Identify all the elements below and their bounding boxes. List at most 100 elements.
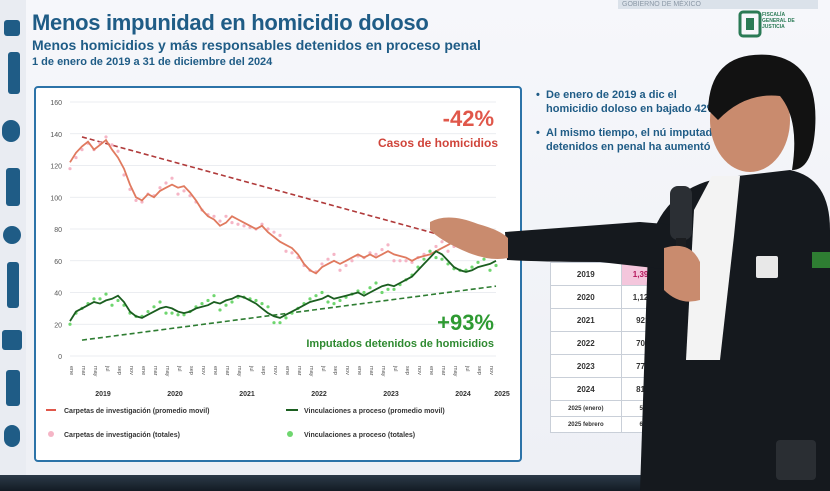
x-tick-label: ene (212, 366, 218, 375)
data-point (374, 252, 378, 256)
y-tick-label: 60 (54, 259, 62, 266)
data-point (170, 311, 174, 315)
data-point (290, 251, 294, 255)
data-point (278, 233, 282, 237)
data-point (332, 252, 336, 256)
data-point (68, 322, 72, 326)
x-tick-label: nov (200, 366, 206, 375)
yearly-table: 2019 1,396 2020 1,128 2021 921 2022 708 2023 779 2… (550, 262, 666, 433)
data-point (494, 263, 498, 268)
data-point (152, 305, 156, 309)
data-point (116, 298, 120, 303)
data-point (272, 230, 276, 234)
decorative-strip (0, 0, 26, 475)
decor-shape (7, 262, 19, 308)
data-point (254, 298, 258, 303)
data-point (488, 236, 492, 241)
x-year-label: 2020 (167, 391, 183, 398)
x-tick-label: ene (428, 366, 434, 375)
homicide-trend-line (81, 136, 443, 237)
data-point (140, 200, 144, 204)
data-point (380, 290, 384, 295)
table-cell-year: 2023 (550, 354, 622, 378)
x-year-label: 2019 (95, 391, 111, 398)
detained-series-line (69, 250, 497, 322)
data-point (176, 313, 180, 317)
x-tick-label: nov (488, 366, 494, 375)
data-point (146, 309, 150, 314)
table-cell-value: 1,128 (620, 285, 666, 309)
table-cell-value: 815 (620, 377, 666, 401)
legend-item: Vinculaciones a proceso (totales) (304, 432, 415, 439)
chart-card: 0 20 40 60 80 100 120 140 160 ene mar may jul sep nov… (34, 86, 522, 462)
data-point (134, 198, 138, 203)
x-tick-label: may (380, 366, 386, 377)
data-point (350, 259, 354, 263)
detained-label: Imputados detenidos de homicidios (306, 338, 494, 350)
data-point (242, 224, 246, 228)
x-tick-label: jul (392, 365, 398, 372)
data-point (434, 244, 438, 249)
data-point (308, 297, 312, 301)
trend-lines (81, 136, 497, 341)
x-tick-label: ene (284, 366, 290, 375)
table-cell-year: 2020 (550, 285, 622, 309)
table-cell-value: 1,396 (620, 262, 666, 286)
bullet-item: Al mismo tiempo, el nú imputados detenid… (536, 126, 726, 154)
data-point (374, 281, 378, 285)
x-tick-label: mar (368, 366, 374, 376)
data-point (128, 187, 132, 191)
chart-series (68, 135, 498, 326)
decor-shape (3, 226, 21, 244)
data-point (158, 300, 162, 304)
slide-date-range: 1 de enero de 2019 a 31 de diciembre del… (32, 56, 273, 68)
x-tick-label: sep (404, 366, 410, 375)
table-cell-year: 2024 (550, 377, 622, 401)
legend-item: Vinculaciones a proceso (promedio movil) (304, 408, 445, 415)
data-point (98, 297, 102, 301)
data-point (476, 260, 480, 264)
table-row: 2025 febrero 63 (550, 416, 666, 433)
x-tick-label: mar (80, 366, 86, 376)
chart-grid (70, 101, 496, 357)
table-cell-value: 921 (620, 308, 666, 332)
x-tick-label: sep (260, 366, 266, 375)
x-tick-label: sep (476, 366, 482, 375)
x-tick-label: ene (356, 366, 362, 375)
y-tick-label: 20 (54, 322, 62, 329)
data-point (284, 316, 288, 320)
data-point (458, 240, 462, 244)
y-tick-label: 100 (50, 195, 62, 202)
data-point (212, 294, 216, 298)
data-point (320, 262, 324, 266)
data-point (482, 257, 486, 261)
decor-shape (4, 425, 20, 447)
x-tick-label: nov (128, 366, 134, 375)
table-cell-year: 2019 (550, 262, 622, 286)
table-cell-value: 63 (620, 416, 666, 433)
x-tick-label: jul (248, 365, 254, 372)
homicides-percent-callout: -42% (443, 106, 494, 131)
data-point (266, 305, 270, 309)
table-row: 2019 1,396 (550, 262, 666, 286)
data-point (260, 222, 264, 226)
data-point (104, 135, 108, 139)
data-point (338, 268, 342, 272)
data-point (212, 214, 216, 218)
top-banner: GOBIERNO DE MÉXICO (618, 0, 818, 9)
decor-shape (8, 52, 20, 94)
data-point (278, 321, 282, 325)
data-point (176, 192, 180, 196)
decor-shape (6, 370, 20, 406)
data-point (326, 300, 330, 304)
bullet-item: De enero de 2019 a dic el homicidio dolo… (536, 88, 726, 116)
x-tick-label: may (236, 366, 242, 377)
x-tick-label: jul (464, 365, 470, 372)
data-point (326, 257, 330, 261)
homicides-label: Casos de homicidios (378, 136, 498, 150)
decor-shape (4, 20, 20, 36)
x-tick-label: mar (152, 366, 158, 376)
data-point (74, 155, 78, 160)
x-tick-label: nov (272, 366, 278, 375)
